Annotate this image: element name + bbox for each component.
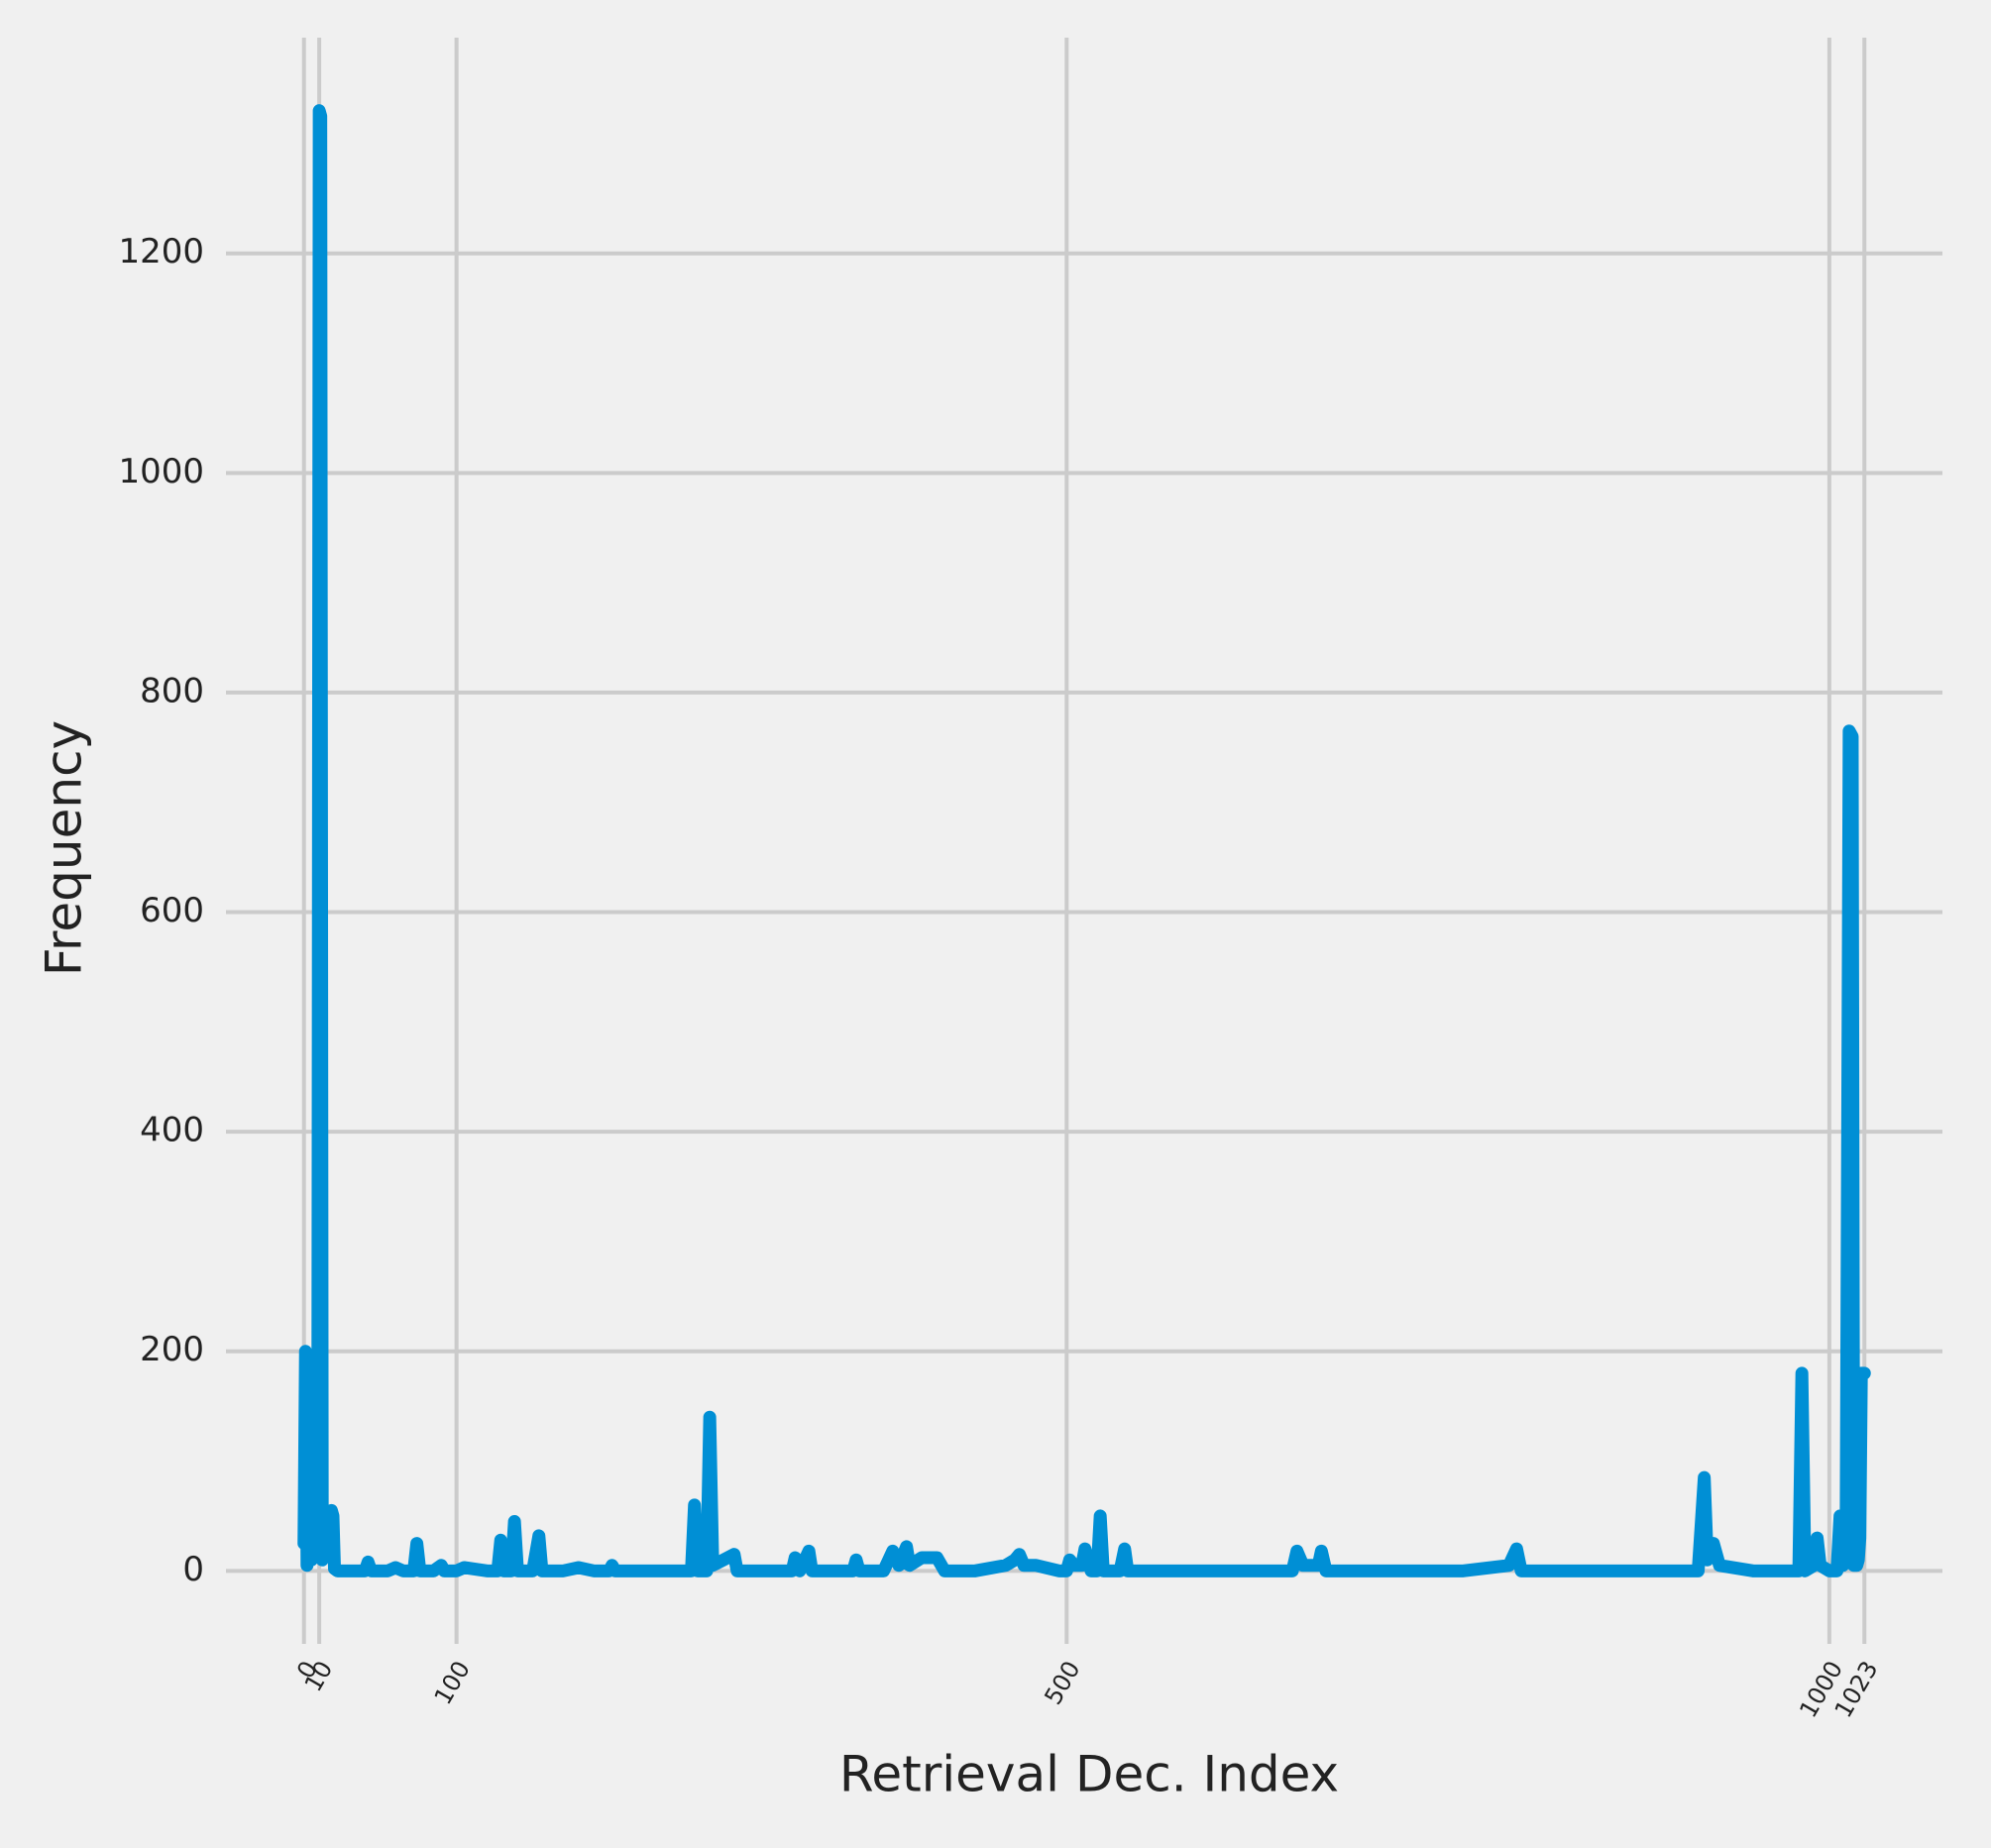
x-axis-label: Retrieval Dec. Index (839, 1746, 1339, 1803)
y-tick-label: 0 (182, 1550, 204, 1589)
x-tick-label: 500 (1039, 1657, 1085, 1710)
y-tick-label: 1000 (118, 452, 204, 491)
y-tick-label: 200 (140, 1330, 204, 1369)
y-tick-label: 800 (140, 671, 204, 710)
y-tick-label: 600 (140, 891, 204, 930)
y-axis-label: Frequency (36, 720, 93, 976)
x-tick-label: 100 (429, 1657, 476, 1710)
y-tick-label: 1200 (118, 232, 204, 272)
y-tick-label: 400 (140, 1111, 204, 1150)
line-series (297, 104, 1871, 1577)
